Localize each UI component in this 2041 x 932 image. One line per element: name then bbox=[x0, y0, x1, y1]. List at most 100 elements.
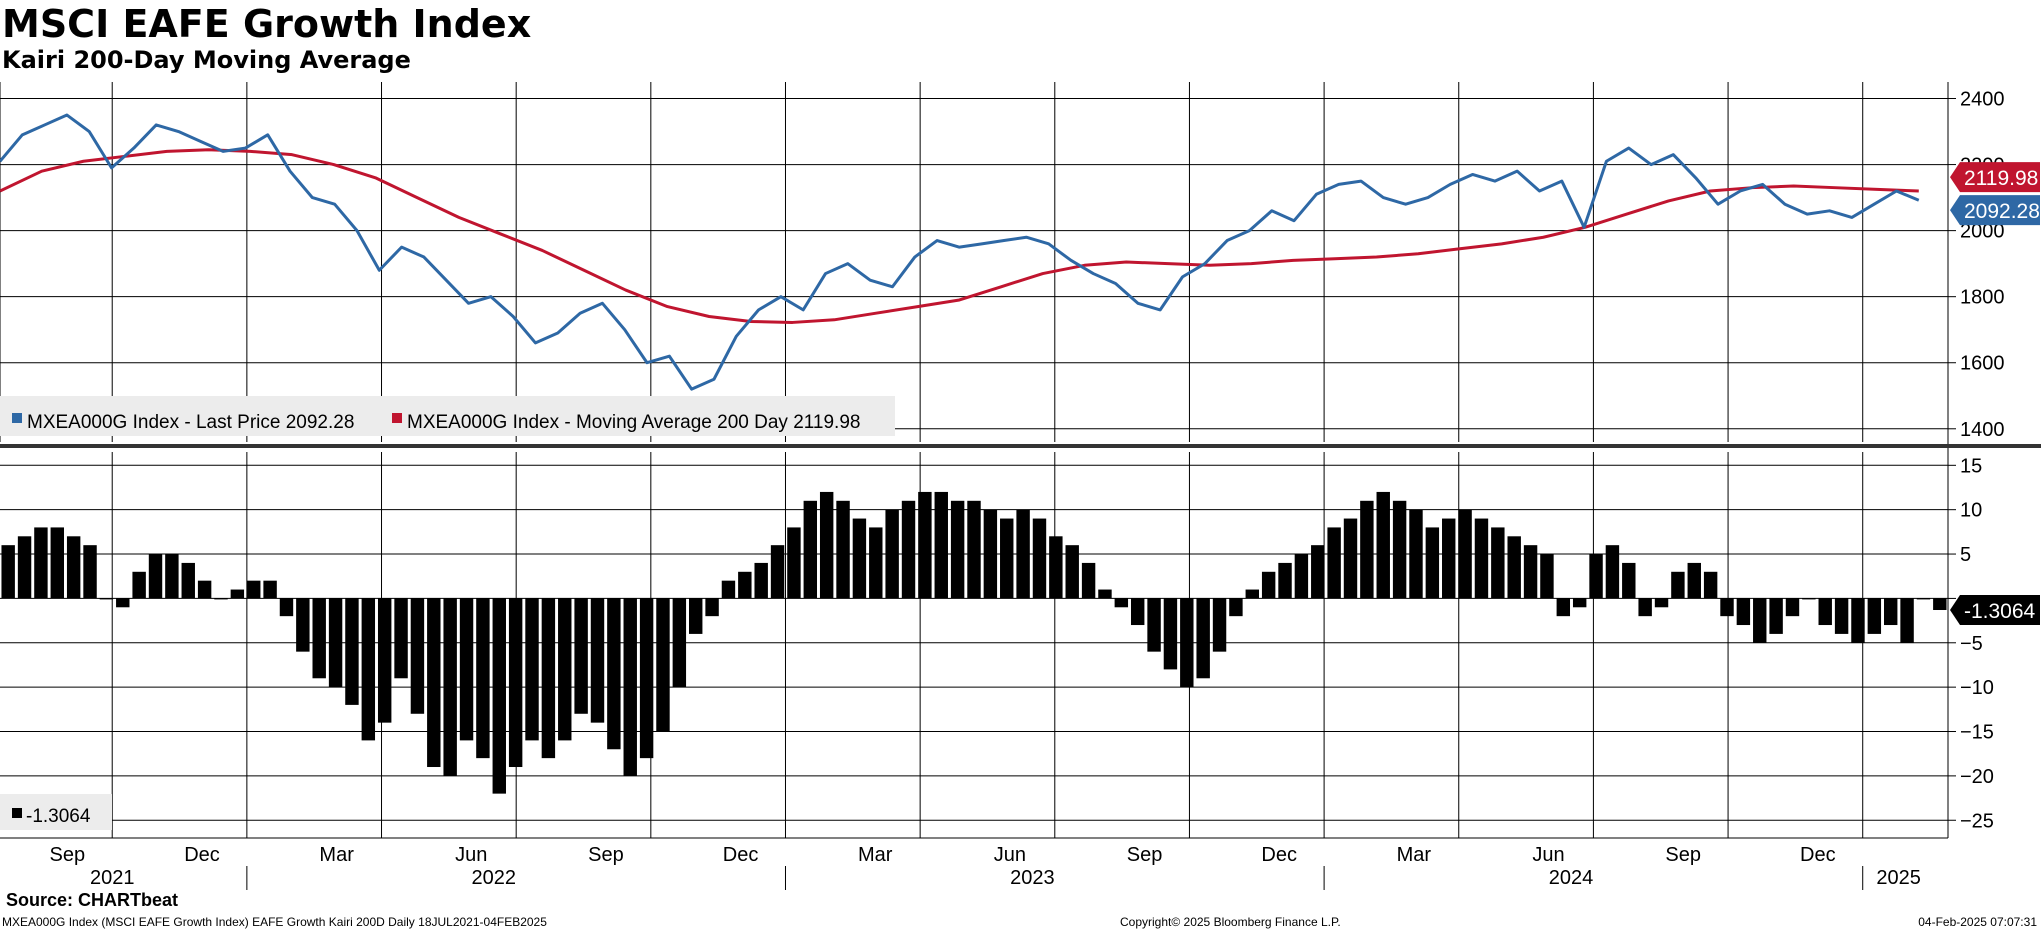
kairi-bar bbox=[459, 598, 474, 741]
ma-legend-swatch bbox=[392, 413, 402, 423]
kairi-bar bbox=[1458, 509, 1472, 599]
kairi-bar bbox=[1507, 536, 1521, 599]
x-year-label: 2024 bbox=[1549, 867, 1594, 889]
kairi-bar bbox=[116, 598, 130, 608]
x-year-label: 2022 bbox=[471, 867, 516, 889]
kairi-bar bbox=[66, 536, 81, 599]
lower-y-tick-label: 15 bbox=[1960, 455, 1982, 477]
kairi-bar bbox=[770, 545, 785, 599]
kairi-bar bbox=[1605, 545, 1620, 599]
kairi-bar bbox=[1556, 598, 1571, 617]
kairi-bar bbox=[1130, 598, 1145, 626]
lower-y-tick-label: −5 bbox=[1960, 633, 1983, 655]
kairi-bar bbox=[1163, 598, 1178, 670]
upper-y-tick-label: 2000 bbox=[1960, 221, 2005, 243]
kairi-bar bbox=[1, 545, 15, 599]
kairi-bar bbox=[165, 554, 179, 599]
kairi-bar bbox=[623, 598, 637, 776]
price-last-value-tag-bg bbox=[1950, 195, 2040, 226]
kairi-bar bbox=[279, 598, 294, 617]
kairi-bar bbox=[967, 500, 981, 599]
upper-y-tick-label: 2400 bbox=[1960, 89, 2005, 111]
kairi-bar bbox=[918, 491, 932, 599]
kairi-bar bbox=[50, 527, 65, 599]
kairi-bar bbox=[1376, 491, 1390, 599]
kairi-bar bbox=[1196, 598, 1210, 679]
kairi-bar bbox=[558, 598, 572, 741]
kairi-bar bbox=[1098, 589, 1112, 599]
kairi-bar bbox=[361, 598, 376, 741]
lower-y-tick-label: 10 bbox=[1960, 500, 1982, 522]
footer-copyright: Copyright© 2025 Bloomberg Finance L.P. bbox=[1120, 915, 1341, 929]
kairi-bar bbox=[1474, 518, 1489, 599]
kairi-bar bbox=[1491, 527, 1505, 599]
kairi-bar bbox=[1654, 598, 1669, 608]
kairi-bar bbox=[99, 598, 114, 600]
kairi-bar bbox=[1425, 527, 1440, 599]
kairi-bar bbox=[1409, 509, 1423, 599]
kairi-bar bbox=[885, 509, 899, 599]
kairi-bar bbox=[1442, 518, 1456, 599]
kairi-bar bbox=[1622, 562, 1636, 599]
kairi-bar bbox=[1360, 500, 1374, 599]
kairi-bar bbox=[607, 598, 621, 750]
kairi-bar bbox=[1638, 598, 1652, 617]
kairi-bar bbox=[1785, 598, 1800, 617]
kairi-bar bbox=[181, 562, 195, 599]
kairi-bar bbox=[1180, 598, 1194, 688]
kairi-bar bbox=[345, 598, 359, 705]
ma-last-value-tag: 2119.98 bbox=[1964, 167, 2038, 190]
kairi-bar bbox=[541, 598, 556, 759]
kairi-bar bbox=[738, 571, 752, 599]
kairi-bar bbox=[1261, 571, 1276, 599]
x-month-label: Sep bbox=[1127, 844, 1163, 866]
x-month-label: Dec bbox=[1800, 844, 1836, 866]
kairi-bar bbox=[1916, 598, 1931, 600]
x-month-label: Jun bbox=[994, 844, 1026, 866]
kairi-bar bbox=[639, 598, 654, 759]
kairi-bar bbox=[934, 491, 948, 599]
kairi-bar bbox=[1327, 527, 1341, 599]
kairi-bar bbox=[1343, 518, 1358, 599]
kairi-bar bbox=[983, 509, 998, 599]
kairi-bar bbox=[1278, 562, 1292, 599]
x-year-label: 2023 bbox=[1010, 867, 1055, 889]
kairi-bar bbox=[1229, 598, 1243, 617]
kairi-bar bbox=[1147, 598, 1161, 652]
kairi-bar bbox=[656, 598, 670, 732]
kairi-bar bbox=[950, 500, 965, 599]
kairi-bar bbox=[410, 598, 425, 714]
last-price-line bbox=[0, 113, 1920, 391]
kairi-bar bbox=[312, 598, 326, 679]
kairi-bar bbox=[132, 571, 146, 599]
x-month-label: Jun bbox=[455, 844, 487, 866]
kairi-bar bbox=[197, 580, 212, 599]
kairi-bar bbox=[1212, 598, 1227, 652]
kairi-bar bbox=[427, 598, 441, 768]
kairi-bar bbox=[476, 598, 490, 759]
ma-legend-label: MXEA000G Index - Moving Average 200 Day … bbox=[407, 412, 860, 433]
kairi-bar bbox=[1769, 598, 1783, 634]
x-month-label: Sep bbox=[1665, 844, 1701, 866]
kairi-bar bbox=[689, 598, 703, 634]
kairi-bar bbox=[230, 589, 245, 599]
kairi-bar bbox=[852, 518, 867, 599]
kairi-bar bbox=[1703, 571, 1718, 599]
x-year-label: 2025 bbox=[1876, 867, 1921, 889]
x-month-label: Jun bbox=[1532, 844, 1564, 866]
x-month-label: Dec bbox=[723, 844, 759, 866]
kairi-bar bbox=[214, 598, 228, 600]
kairi-bar bbox=[1294, 554, 1309, 599]
kairi-last-value-tag-bg bbox=[1950, 595, 2040, 626]
kairi-last-value-tag: -1.3064 bbox=[1964, 600, 2036, 623]
kairi-bar bbox=[1114, 598, 1129, 608]
kairi-bar bbox=[1671, 571, 1685, 599]
kairi-bar bbox=[1753, 598, 1767, 643]
footer-timestamp: 04-Feb-2025 07:07:31 bbox=[1918, 915, 2037, 929]
kairi-bar bbox=[1049, 536, 1063, 599]
kairi-bar bbox=[1572, 598, 1587, 608]
kairi-bar bbox=[721, 580, 736, 599]
kairi-bar bbox=[1589, 554, 1603, 599]
kairi-bar bbox=[525, 598, 539, 741]
kairi-bar bbox=[296, 598, 310, 652]
